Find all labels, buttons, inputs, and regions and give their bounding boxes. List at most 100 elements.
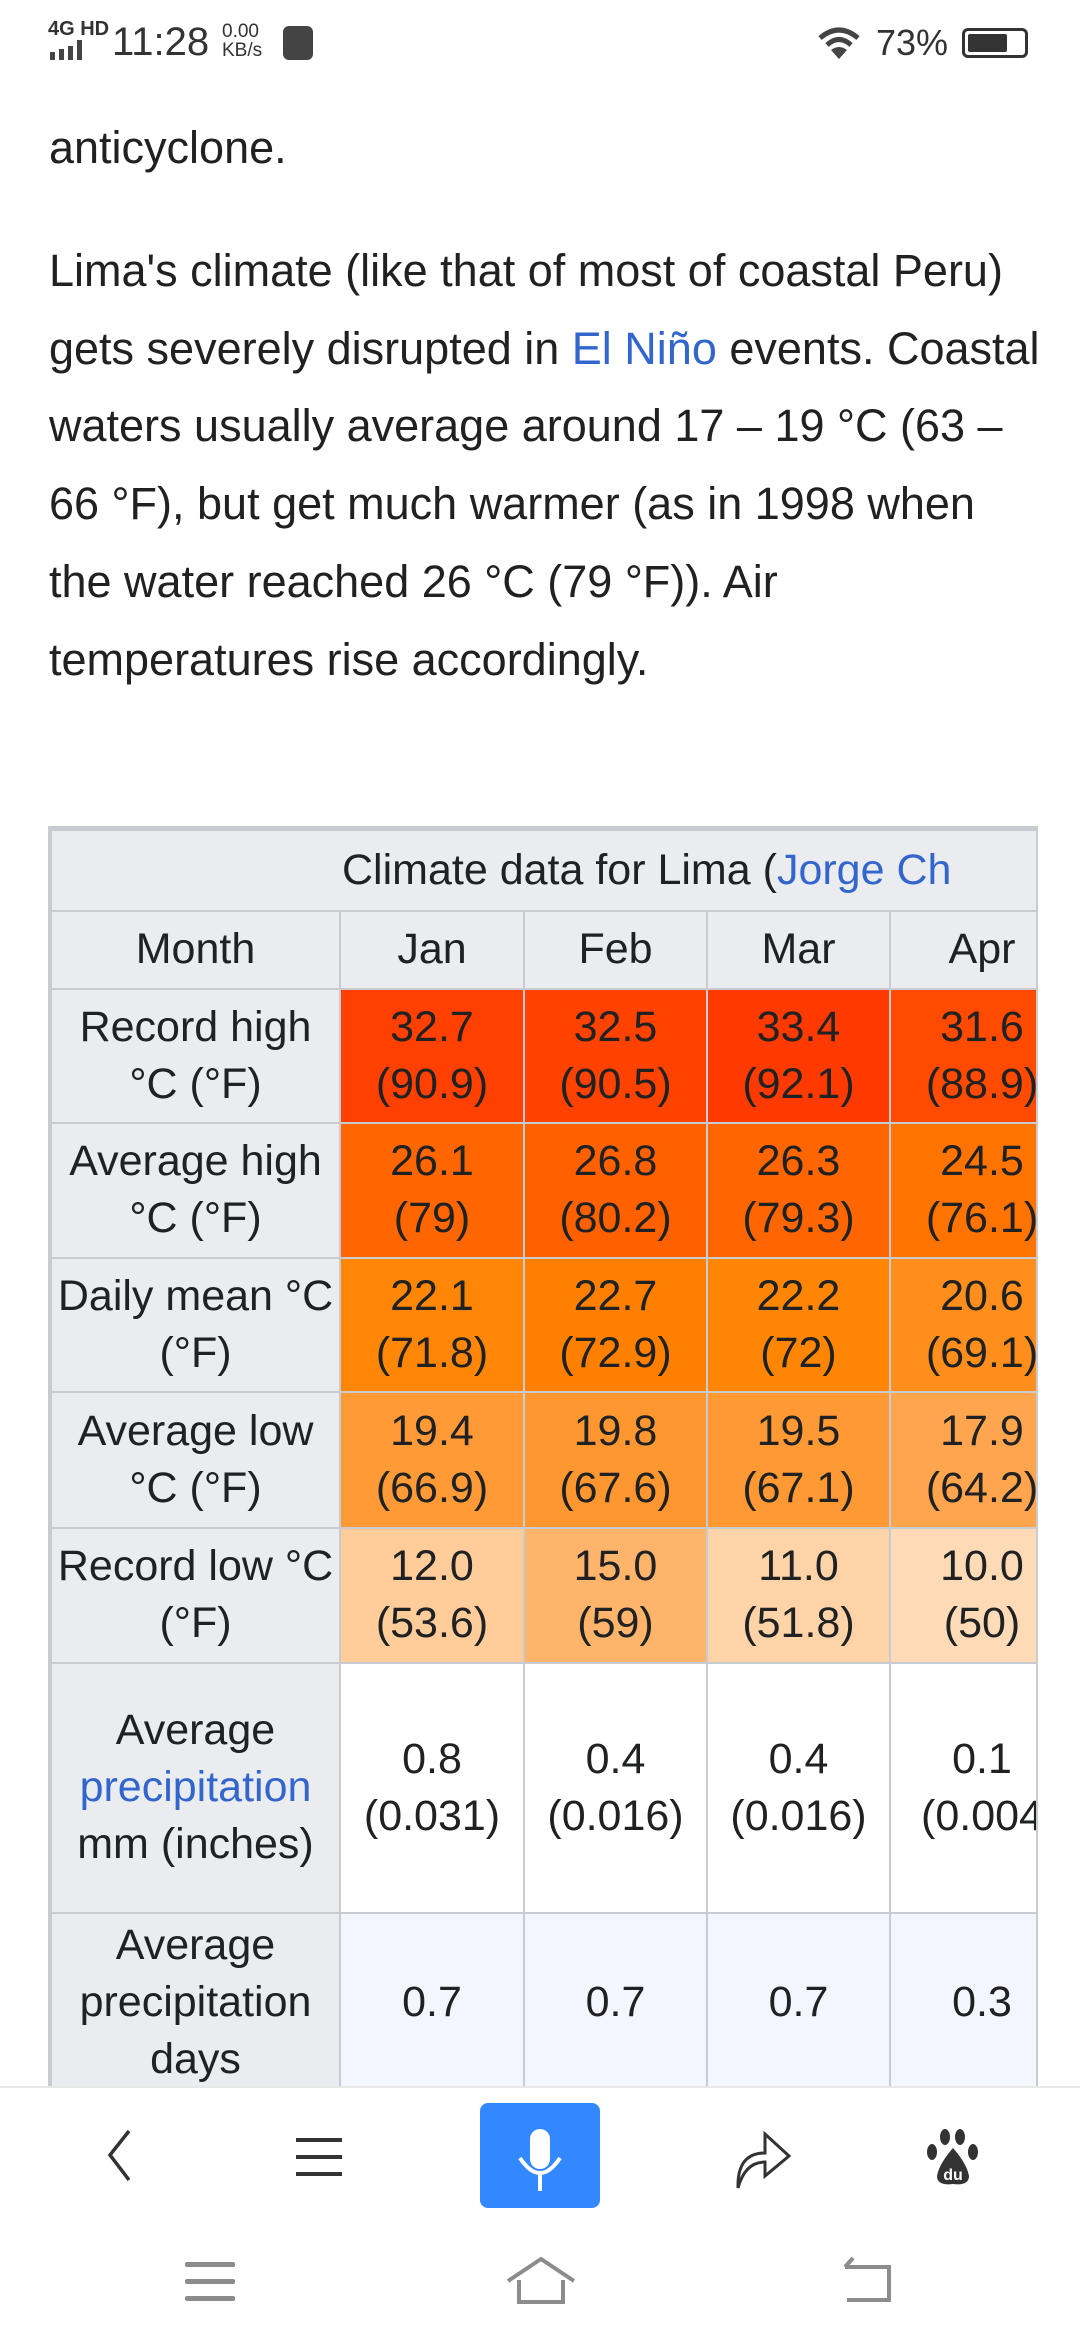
back-icon[interactable]: [105, 2128, 135, 2183]
table-row-precipitation: Average precipitation mm (inches) 0.8 (0.03…: [50, 1661, 1038, 1914]
value-f: (92.1): [742, 1059, 855, 1108]
title-text: Climate data for Lima (: [342, 845, 777, 894]
value-f: (88.9): [925, 1059, 1038, 1108]
value-f: (72): [760, 1328, 837, 1377]
cell: 31.6 (88.9): [889, 987, 1038, 1124]
value-f: (66.9): [375, 1463, 489, 1512]
table-row: Daily mean °C (°F) 22.1 (71.8) 22.7 (72.9) 22…: [50, 1256, 1036, 1393]
home-icon[interactable]: [505, 2256, 577, 2306]
clock: 11:28: [112, 20, 210, 64]
baidu-paw-icon[interactable]: du: [925, 2128, 981, 2188]
month-jan: Jan: [339, 909, 525, 990]
month-apr: Apr: [889, 909, 1036, 990]
value-c: 20.6: [940, 1271, 1024, 1320]
precipitation-link[interactable]: precipitation: [79, 1763, 312, 1811]
value-in: (0.031): [363, 1791, 501, 1840]
month-header: Month: [50, 909, 341, 990]
cell: 33.4 (92.1): [706, 987, 891, 1124]
system-back-icon[interactable]: [843, 2256, 895, 2304]
value-c: 10.0: [940, 1542, 1024, 1590]
wifi-icon: [818, 27, 860, 59]
value-c: 26.3: [756, 1137, 841, 1185]
value-mm: 0.1: [952, 1734, 1012, 1783]
value-f: (76.1): [925, 1194, 1038, 1242]
value-f: (50): [943, 1599, 1021, 1647]
cell: 15.0 (59): [523, 1526, 708, 1664]
value-c: 22.1: [390, 1271, 474, 1320]
value-f: (53.6): [375, 1599, 489, 1647]
cell: 32.5 (90.5): [523, 987, 708, 1124]
value-f: (72.9): [559, 1328, 672, 1377]
value-mm: 0.4: [768, 1734, 829, 1783]
value-f: (51.8): [742, 1599, 855, 1647]
value-f: (71.8): [375, 1328, 489, 1377]
title-link[interactable]: Jorge Ch: [776, 845, 952, 894]
value-f: (79): [393, 1194, 471, 1242]
battery-icon: [962, 28, 1028, 58]
text: events. Coastal waters usually average a…: [49, 322, 1040, 685]
battery-percent: 73%: [876, 22, 949, 63]
value-c: 17.9: [940, 1406, 1024, 1455]
cell: 20.6 (69.1): [889, 1256, 1036, 1393]
cell: 26.3 (79.3): [706, 1121, 891, 1259]
recent-apps-icon[interactable]: [185, 2260, 237, 2302]
value-c: 33.4: [756, 1002, 841, 1051]
value-c: 26.1: [390, 1137, 474, 1185]
value-c: 24.5: [940, 1137, 1024, 1185]
value-f: (79.3): [742, 1194, 855, 1242]
value-f: (67.6): [559, 1463, 672, 1512]
cell: 22.7 (72.9): [523, 1256, 708, 1393]
menu-icon[interactable]: [296, 2136, 344, 2178]
value-c: 11.0: [758, 1542, 839, 1590]
svg-text:du: du: [943, 2167, 963, 2184]
value-c: 22.2: [756, 1271, 841, 1320]
cell: 0.7: [339, 1911, 525, 2086]
voice-search-button[interactable]: [480, 2103, 600, 2208]
table-row-precipitation-days: Average precipitation days 0.7 0.7 0.7 0.3: [50, 1911, 1036, 2086]
cell: 22.2 (72): [706, 1256, 891, 1393]
share-icon[interactable]: [735, 2128, 795, 2190]
cell: 0.3: [889, 1911, 1036, 2086]
value-f: (64.2): [925, 1463, 1038, 1512]
value-c: 26.8: [573, 1137, 658, 1185]
row-label: Average high °C (°F): [50, 1121, 341, 1259]
month-feb: Feb: [523, 909, 708, 990]
value-c: 19.5: [756, 1406, 841, 1455]
row-label: Daily mean °C (°F): [50, 1256, 341, 1393]
cell: 0.4 (0.016): [523, 1661, 708, 1914]
value-c: 12.0: [390, 1542, 474, 1590]
paragraph-el-nino: Lima's climate (like that of most of coa…: [49, 232, 1049, 698]
value-c: 32.5: [573, 1002, 658, 1051]
cell: 26.1 (79): [339, 1121, 525, 1259]
climate-table[interactable]: Climate data for Lima (Jorge Ch Month Jan…: [48, 826, 1038, 2086]
label-text: Average: [115, 1706, 276, 1754]
month-mar: Mar: [706, 909, 891, 990]
cell: 11.0 (51.8): [706, 1526, 891, 1664]
network-type: 4G HD: [48, 18, 110, 40]
el-nino-link[interactable]: El Niño: [571, 322, 717, 374]
cell: 19.4 (66.9): [339, 1390, 525, 1529]
net-speed: 0.00 KB/s: [222, 22, 262, 60]
browser-toolbar: du: [0, 2086, 1080, 2340]
cell: 0.7: [523, 1911, 708, 2086]
row-label: Record high °C (°F): [50, 987, 341, 1124]
value-in: (0.004: [921, 1791, 1038, 1840]
row-label: Average low °C (°F): [50, 1390, 341, 1529]
cell: 26.8 (80.2): [523, 1121, 708, 1259]
table-row: Record low °C (°F) 12.0 (53.6) 15.0 (59) 11.0…: [50, 1526, 1036, 1664]
value-c: 32.7: [390, 1002, 474, 1051]
notification-bag-icon: [283, 26, 313, 60]
speed-value: 0.00: [222, 21, 259, 42]
row-label: Record low °C (°F): [50, 1526, 341, 1664]
value-c: 19.8: [573, 1406, 658, 1455]
table-title: Climate data for Lima (Jorge Ch: [50, 826, 1036, 912]
value-f: (80.2): [559, 1194, 672, 1242]
speed-unit: KB/s: [222, 40, 263, 61]
row-label: Average precipitation days: [50, 1911, 341, 2086]
value-mm: 0.8: [402, 1734, 462, 1783]
value-f: (67.1): [742, 1463, 855, 1512]
value-mm: 0.4: [585, 1734, 646, 1783]
status-bar: 4G HD 11:28 0.00 KB/s 73%: [0, 0, 1080, 85]
cell: 10.0 (50): [889, 1526, 1036, 1664]
row-label: Average precipitation mm (inches): [50, 1661, 341, 1914]
